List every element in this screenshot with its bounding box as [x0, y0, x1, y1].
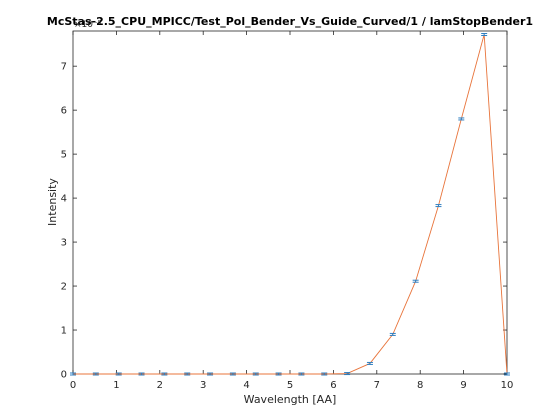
data-point — [321, 372, 328, 376]
y-axis-label: Intensity — [46, 178, 59, 226]
data-point — [138, 372, 145, 376]
y-tick-label: 1 — [61, 326, 67, 337]
data-point — [161, 372, 168, 376]
series-line — [73, 34, 508, 375]
y-tick-label: 2 — [61, 282, 67, 293]
x-tick-label: 10 — [501, 380, 514, 391]
x-tick-label: 5 — [287, 380, 293, 391]
data-point — [184, 372, 191, 376]
x-tick-label: 6 — [330, 380, 336, 391]
data-point — [481, 33, 488, 37]
x-tick-label: 4 — [243, 380, 249, 391]
data-point — [207, 372, 214, 376]
y-tick-label: 4 — [61, 194, 67, 205]
data-point — [252, 372, 259, 376]
data-point — [366, 361, 373, 365]
data-point — [298, 372, 305, 376]
data-point — [92, 372, 99, 376]
data-point — [344, 372, 351, 376]
plot-frame — [72, 30, 508, 375]
data-point — [115, 372, 122, 376]
data-point — [504, 372, 510, 376]
chart-title: McStas-2.5_CPU_MPICC/Test_Pol_Bender_Vs_… — [47, 15, 533, 28]
data-point — [229, 372, 236, 376]
y-tick-label: 6 — [61, 106, 67, 117]
x-tick-label: 7 — [374, 380, 380, 391]
x-tick-label: 9 — [460, 380, 466, 391]
y-multiplier-label: ×10⁻⁵ — [74, 20, 102, 30]
y-tick-label: 3 — [61, 238, 67, 249]
data-point — [458, 117, 465, 121]
y-tick-label: 5 — [61, 150, 67, 161]
data-point — [435, 204, 442, 208]
x-tick-label: 8 — [417, 380, 423, 391]
y-tick-label: 7 — [61, 62, 67, 73]
x-tick-label: 2 — [157, 380, 163, 391]
y-tick-label: 0 — [61, 370, 67, 381]
x-tick-label: 1 — [113, 380, 119, 391]
data-point — [412, 279, 419, 283]
data-point — [275, 372, 282, 376]
data-point — [70, 372, 76, 376]
data-point — [389, 332, 396, 336]
plot-area: 0 1 2 3 4 5 6 7 8 9 10 0 1 2 3 4 5 6 7 — [61, 30, 514, 391]
x-tick-label: 3 — [200, 380, 206, 391]
x-tick-label: 0 — [70, 380, 76, 391]
x-axis-label: Wavelength [AA] — [244, 393, 337, 406]
